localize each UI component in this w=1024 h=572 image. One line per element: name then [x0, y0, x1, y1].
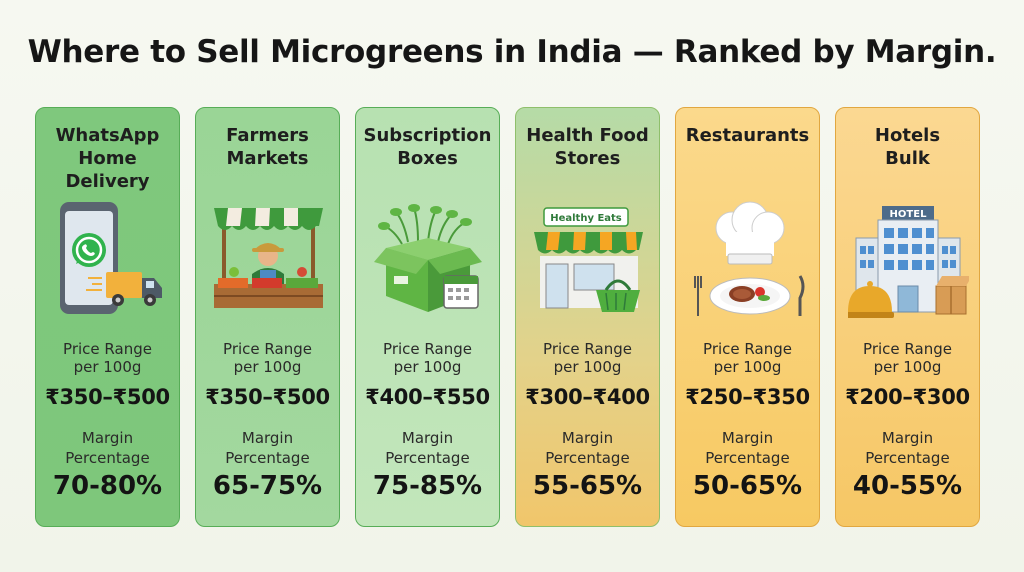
price-range-label: Price Range per 100g [383, 340, 472, 376]
margin-label: Margin Percentage [65, 429, 150, 467]
card-title: Hotels Bulk [874, 125, 941, 169]
price-range-label: Price Range per 100g [543, 340, 632, 376]
market-stall-farmer-icon [214, 208, 323, 308]
page-title: Where to Sell Microgreens in India — Ran… [27, 34, 997, 70]
price-range-label: Price Range per 100g [703, 340, 792, 376]
price-range-value: ₹350–₹500 [45, 385, 170, 409]
chef-hat-plate-icon [694, 201, 805, 316]
card-title: Farmers Markets [226, 125, 309, 169]
card-hotels-bulk: Hotels Bulk HOTEL [835, 107, 980, 527]
margin-value: 65-75% [212, 471, 323, 501]
channel-cards: WhatsApp Home Delivery Price Range per 1… [35, 107, 980, 527]
price-range-value: ₹250–₹350 [685, 385, 810, 409]
card-title: Health Food Stores [526, 125, 649, 169]
margin-value: 40-55% [852, 471, 963, 501]
card-restaurants: Restaurants Price Range per 100g ₹250–₹3… [675, 107, 820, 527]
margin-label: Margin Percentage [225, 429, 310, 467]
card-subscription-boxes: Subscription Boxes [355, 107, 500, 527]
price-range-value: ₹350–₹500 [205, 385, 330, 409]
margin-label: Margin Percentage [545, 429, 630, 467]
price-range-value: ₹400–₹550 [365, 385, 490, 409]
margin-label: Margin Percentage [385, 429, 470, 467]
price-range-value: ₹200–₹300 [845, 385, 970, 409]
margin-value: 50-65% [692, 471, 803, 501]
card-title: WhatsApp Home Delivery [55, 125, 160, 192]
whatsapp-phone-delivery-truck-icon [60, 202, 162, 314]
card-whatsapp-home-delivery: WhatsApp Home Delivery Price Range per 1… [35, 107, 180, 527]
price-range-label: Price Range per 100g [863, 340, 952, 376]
price-range-label: Price Range per 100g [223, 340, 312, 376]
price-range-label: Price Range per 100g [63, 340, 152, 376]
margin-value: 75-85% [372, 471, 483, 501]
price-range-value: ₹300–₹400 [525, 385, 650, 409]
storefront-basket-icon: Healthy Eats [534, 207, 643, 312]
margin-label: Margin Percentage [705, 429, 790, 467]
hotel-sign-text: HOTEL [890, 209, 928, 220]
margin-value: 55-65% [532, 471, 643, 501]
margin-value: 70-80% [52, 471, 163, 501]
card-title: Restaurants [685, 125, 810, 146]
card-health-food-stores: Health Food Stores Healthy Eats Price Ra… [515, 107, 660, 527]
microgreens-box-calendar-icon [374, 204, 482, 312]
hotel-building-bell-icon: HOTEL [848, 206, 969, 318]
card-farmers-markets: Farmers Markets Price Range per 100g ₹35… [195, 107, 340, 527]
store-sign-text: Healthy Eats [550, 213, 622, 224]
margin-label: Margin Percentage [865, 429, 950, 467]
card-title: Subscription Boxes [363, 125, 492, 169]
